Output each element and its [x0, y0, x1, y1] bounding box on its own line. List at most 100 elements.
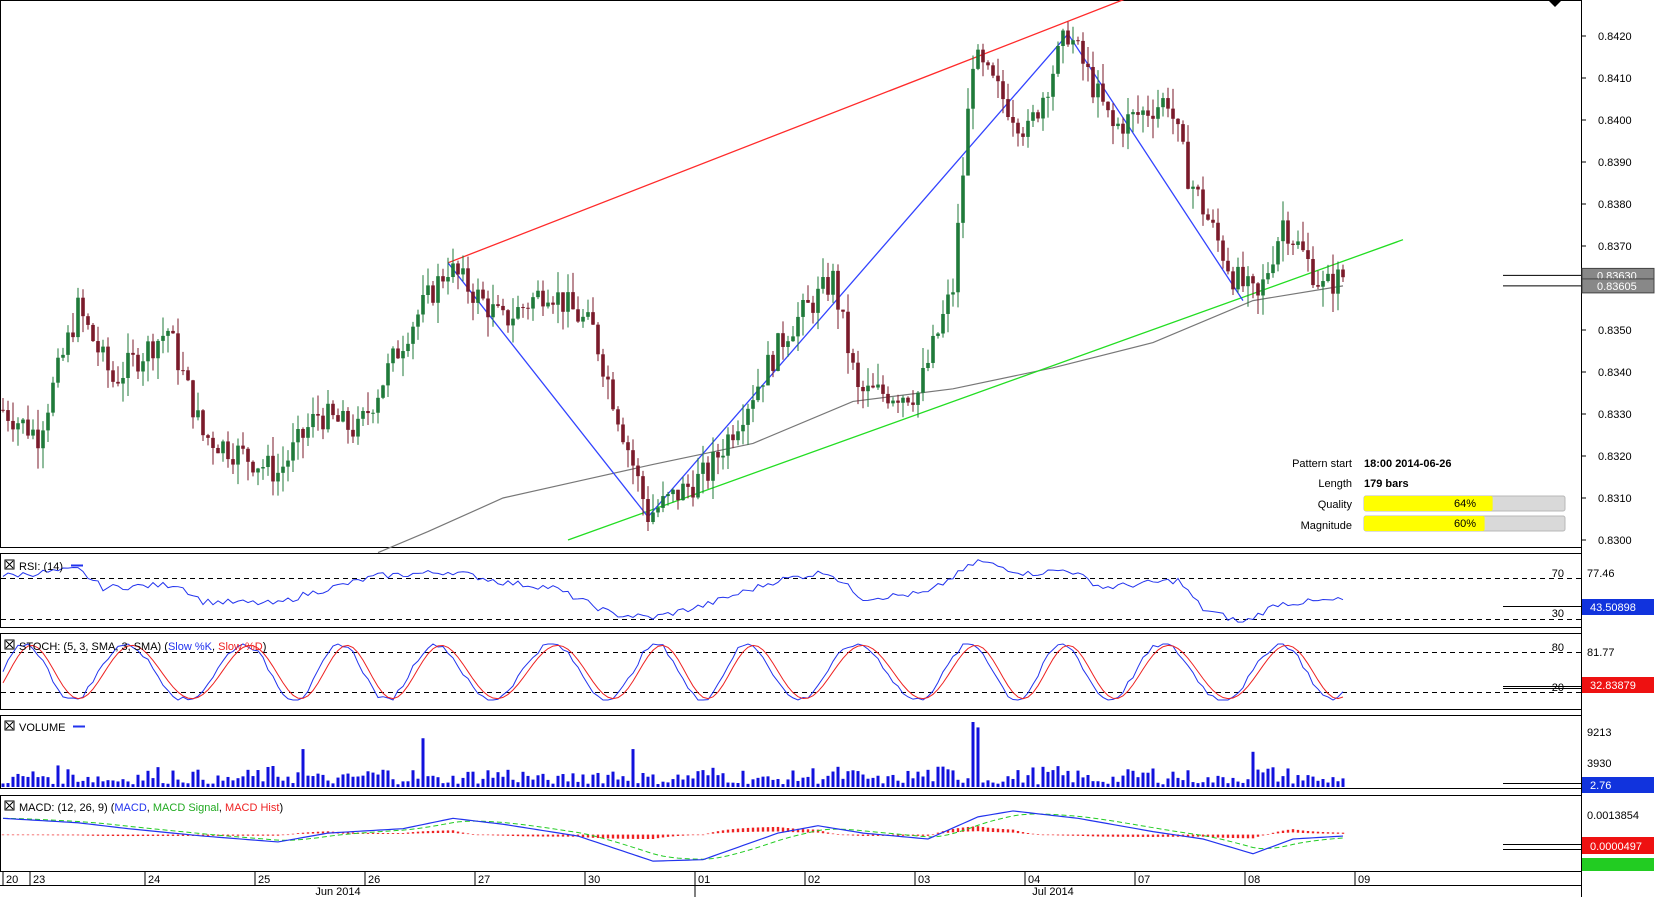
- macd-hist-bar: [736, 828, 740, 833]
- candle-body: [206, 435, 210, 438]
- volume-bar: [291, 783, 295, 787]
- macd-panel: MACD: (12, 26, 9) (MACD, MACD Signal, MA…: [1, 800, 1654, 871]
- volume-bar: [1091, 781, 1095, 787]
- volume-bar: [406, 781, 410, 787]
- candle-body: [421, 295, 425, 315]
- volume-bar: [1126, 769, 1130, 787]
- candle-body: [596, 324, 600, 355]
- macd-hist-bar: [1001, 829, 1005, 833]
- macd-hist-bar: [401, 833, 405, 834]
- volume-bar: [621, 776, 625, 787]
- macd-hist-bar: [371, 832, 375, 834]
- volume-bar: [156, 767, 160, 787]
- volume-bar: [91, 782, 95, 787]
- stoch-legend-d: Slow %D: [218, 641, 263, 653]
- candle-body: [341, 410, 345, 422]
- volume-bar: [1331, 777, 1335, 787]
- volume-bar: [111, 780, 115, 787]
- stoch-d-line: [2, 644, 1344, 700]
- candle-body: [21, 419, 25, 424]
- volume-bar: [1196, 783, 1200, 787]
- candle-body: [1056, 46, 1060, 74]
- volume-bar: [126, 781, 130, 787]
- macd-hist-bar: [836, 834, 840, 836]
- volume-bar: [191, 771, 195, 787]
- candle-body: [721, 455, 725, 458]
- candle-body: [166, 330, 170, 336]
- macd-hist-bar: [1136, 834, 1140, 837]
- candle-body: [281, 466, 285, 473]
- volume-bar: [836, 766, 840, 787]
- macd-hist-bar: [546, 834, 550, 837]
- candle-body: [881, 384, 885, 394]
- macd-hist-bar: [846, 834, 850, 836]
- time-day-label: 26: [368, 874, 380, 886]
- macd-hist-bar: [16, 834, 20, 836]
- candle-body: [271, 455, 275, 482]
- candle-body: [196, 410, 200, 418]
- candle-body: [1071, 40, 1075, 45]
- macd-hist-bar: [766, 827, 770, 832]
- macd-hist-bar: [251, 834, 255, 836]
- volume-bar: [351, 776, 355, 787]
- macd-hist-bar: [1216, 834, 1220, 838]
- macd-hist-bar: [1256, 834, 1260, 837]
- volume-bar: [576, 781, 580, 787]
- volume-bar: [671, 779, 675, 787]
- rsi-axis-max: 77.46: [1587, 568, 1615, 580]
- scroll-arrow-icon[interactable]: [1548, 0, 1562, 7]
- macd-hist-bar: [301, 832, 305, 834]
- candle-body: [291, 442, 295, 461]
- volume-bar: [721, 773, 725, 787]
- volume-bar: [1036, 784, 1040, 787]
- volume-bar: [1161, 784, 1165, 787]
- time-day-label: 27: [478, 874, 490, 886]
- macd-hist-bar: [1011, 829, 1015, 833]
- volume-bar: [571, 773, 575, 787]
- candle-body: [781, 333, 785, 347]
- volume-bar: [636, 783, 640, 787]
- volume-bar: [181, 782, 185, 787]
- candle-body: [1276, 241, 1280, 265]
- macd-hist-bar: [426, 831, 430, 834]
- candle-body: [266, 455, 270, 468]
- volume-bar: [481, 778, 485, 787]
- candle-body: [396, 348, 400, 359]
- volume-bar: [916, 771, 920, 787]
- candle-body: [856, 362, 860, 388]
- volume-bar: [401, 781, 405, 787]
- candle-body: [6, 410, 10, 421]
- volume-bar: [441, 783, 445, 787]
- macd-hist-bar: [666, 834, 670, 837]
- volume-bar: [726, 782, 730, 787]
- macd-hist-bar: [861, 834, 865, 836]
- macd-hist-bar: [1341, 832, 1345, 834]
- volume-bar: [1046, 771, 1050, 787]
- volume-bar: [656, 784, 660, 787]
- candle-body: [651, 512, 655, 522]
- candle-body: [1086, 63, 1090, 67]
- volume-bar: [446, 782, 450, 787]
- macd-hist-bar: [111, 834, 115, 836]
- macd-hist-bar: [1301, 830, 1305, 833]
- volume-bar: [611, 771, 615, 787]
- volume-bar: [876, 775, 880, 787]
- candle-body: [456, 263, 460, 275]
- macd-hist-bar: [321, 831, 325, 834]
- macd-hist-bar: [1051, 834, 1055, 836]
- macd-hist-bar: [281, 834, 285, 836]
- candle-body: [826, 277, 830, 295]
- macd-hist-bar: [721, 830, 725, 833]
- macd-hist-bar: [1331, 832, 1335, 834]
- volume-bar: [421, 738, 425, 787]
- length-label: Length: [1318, 478, 1352, 490]
- macd-hist-bar: [1111, 834, 1115, 837]
- volume-bar: [696, 771, 700, 787]
- panel-frames: [0, 0, 1582, 897]
- volume-bar: [1006, 776, 1010, 787]
- volume-bar: [781, 784, 785, 787]
- candle-body: [1281, 220, 1285, 242]
- macd-hist-bar: [436, 830, 440, 834]
- price-tick-label: 0.8300: [1598, 535, 1632, 547]
